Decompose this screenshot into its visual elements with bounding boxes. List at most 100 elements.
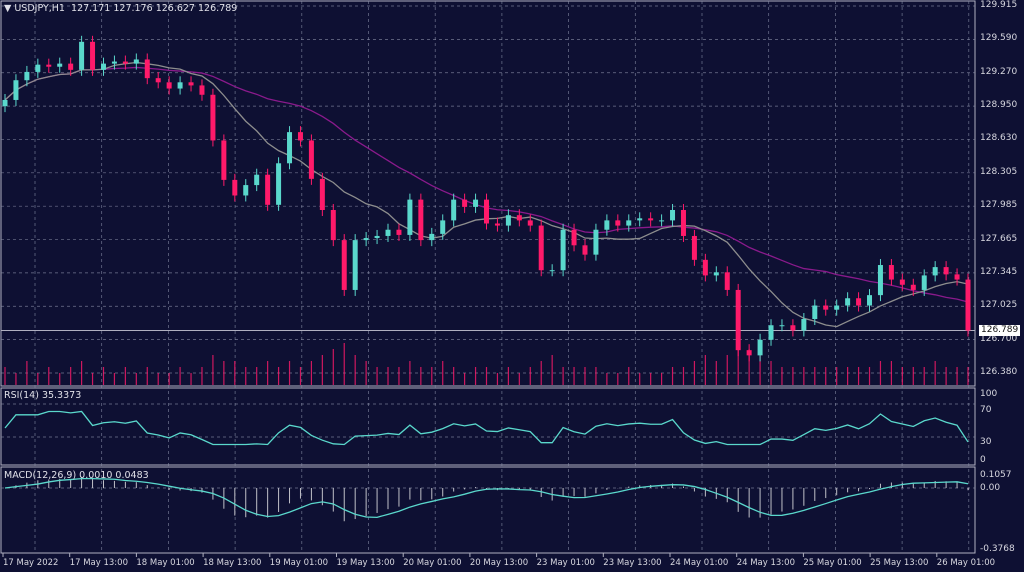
candle-body	[341, 240, 347, 290]
rsi-level-100: 100	[980, 389, 998, 399]
candle-body	[429, 233, 435, 241]
rsi-level-30: 30	[980, 437, 992, 447]
candle-body	[484, 199, 489, 224]
candle-body	[549, 270, 555, 272]
time-axis-label: 25 May 13:00	[870, 558, 929, 568]
price-axis-label: 126.700	[980, 333, 1018, 344]
candle-body	[899, 279, 905, 285]
price-axis-label: 128.630	[980, 133, 1018, 144]
candle-body	[560, 229, 566, 271]
candle-body	[801, 319, 807, 331]
open-value: 127.171	[71, 3, 111, 14]
price-axis-label: 129.270	[980, 66, 1018, 77]
candle-body	[440, 220, 446, 234]
candle-body	[122, 61, 128, 64]
price-axis-label: 128.950	[980, 100, 1018, 111]
candle-body	[133, 59, 139, 64]
candle-body	[155, 78, 161, 83]
time-axis-label: 23 May 13:00	[603, 558, 662, 568]
candle-body	[265, 174, 271, 205]
candle-body	[297, 132, 303, 141]
candle-body	[593, 229, 599, 255]
candle-body	[68, 63, 74, 70]
candle-body	[954, 274, 960, 280]
candle-body	[856, 298, 862, 306]
main-panel-border	[0, 0, 976, 387]
rsi-label: RSI(14) 35.3373	[4, 390, 82, 401]
candle-body	[779, 325, 785, 327]
candle-body	[111, 61, 117, 64]
rsi-panel-border	[0, 387, 976, 466]
price-axis-label: 129.590	[980, 33, 1018, 44]
candle-body	[812, 305, 818, 320]
macd-level-min: -0.3768	[980, 544, 1015, 554]
candle-body	[680, 210, 686, 236]
candle-body	[768, 325, 774, 340]
candle-body	[287, 132, 293, 164]
candle-body	[845, 298, 851, 306]
candle-body	[527, 220, 533, 226]
price-axis-label: 128.305	[980, 166, 1018, 177]
candle-body	[254, 174, 260, 186]
candle-body	[462, 199, 468, 207]
time-axis-label: 17 May 13:00	[69, 558, 128, 568]
price-axis-label: 127.665	[980, 233, 1018, 244]
candle-body	[494, 223, 500, 226]
candle-body	[691, 235, 697, 260]
symbol-label: USDJPY,H1	[14, 3, 65, 14]
candle-body	[659, 220, 665, 222]
candle-body	[308, 140, 314, 179]
rsi-line	[4, 410, 969, 446]
candle-body	[626, 220, 632, 226]
macd-level-zero: 0.00	[980, 483, 1001, 493]
candle-body	[790, 325, 796, 331]
macd-panel-border	[0, 466, 976, 554]
price-axis-label: 126.380	[980, 367, 1018, 377]
candle-body	[385, 229, 391, 236]
candle-body	[13, 80, 19, 100]
candle-body	[724, 272, 730, 290]
time-axis-label: 19 May 13:00	[336, 558, 395, 568]
candle-body	[418, 199, 424, 241]
candle-body	[965, 279, 971, 331]
candle-body	[757, 339, 763, 356]
candle-body	[352, 240, 358, 290]
candle-body	[582, 245, 588, 255]
candle-body	[637, 218, 643, 221]
candle-body	[276, 163, 282, 205]
candle-body	[538, 225, 544, 271]
dropdown-triangle-icon[interactable]: ▼	[4, 3, 12, 14]
candle-body	[24, 71, 30, 81]
time-axis-label: 18 May 13:00	[203, 558, 262, 568]
candle-body	[921, 275, 927, 290]
candle-body	[221, 140, 227, 180]
candle-body	[177, 82, 183, 89]
candle-body	[571, 229, 577, 246]
candle-body	[615, 220, 621, 226]
candle-body	[713, 272, 719, 276]
candle-body	[604, 220, 610, 230]
candle-body	[505, 215, 511, 226]
macd-label: MACD(12,26,9) 0.0010 0.0483	[4, 470, 149, 481]
time-axis-label: 23 May 01:00	[536, 558, 595, 568]
candle-body	[363, 238, 369, 241]
candle-body	[243, 185, 249, 196]
time-axis-label: 20 May 13:00	[469, 558, 529, 568]
candle-body	[396, 229, 402, 235]
candle-body	[823, 305, 829, 310]
symbol-header: ▼ USDJPY,H1 127.171 127.176 126.627 126.…	[4, 3, 237, 14]
candle-body	[735, 289, 741, 351]
time-axis-label: 25 May 01:00	[803, 558, 862, 568]
time-axis-label: 17 May 2022	[3, 558, 59, 568]
price-axis-label: 127.025	[980, 300, 1018, 311]
candle-body	[57, 63, 63, 67]
candle-body	[867, 295, 873, 306]
time-axis-label: 26 May 01:00	[936, 558, 996, 568]
candle-body	[210, 94, 216, 141]
price-axis-label: 129.915	[980, 0, 1018, 10]
candle-body	[330, 210, 336, 241]
candle-body	[834, 305, 840, 310]
low-value: 126.627	[155, 3, 195, 14]
candle-body	[188, 82, 194, 86]
